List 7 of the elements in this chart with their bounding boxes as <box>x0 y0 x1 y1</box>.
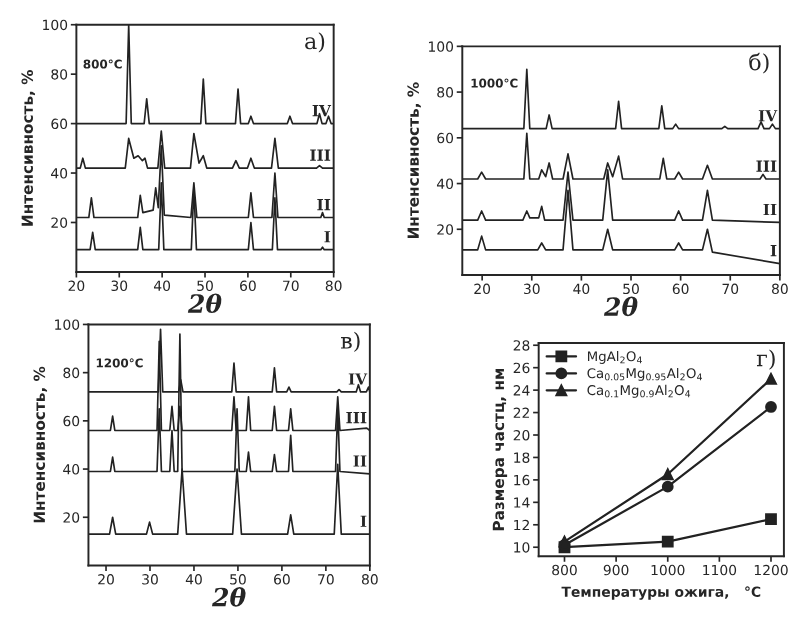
annotation: б) <box>749 52 769 74</box>
x-axis-title: 2θ <box>187 293 222 314</box>
annotation: г) <box>756 349 775 370</box>
annotation: в) <box>341 331 360 353</box>
annotation: а) <box>305 32 325 53</box>
x-axis-title: 2θ <box>603 296 638 317</box>
x-axis-title: 2θ <box>211 586 246 607</box>
